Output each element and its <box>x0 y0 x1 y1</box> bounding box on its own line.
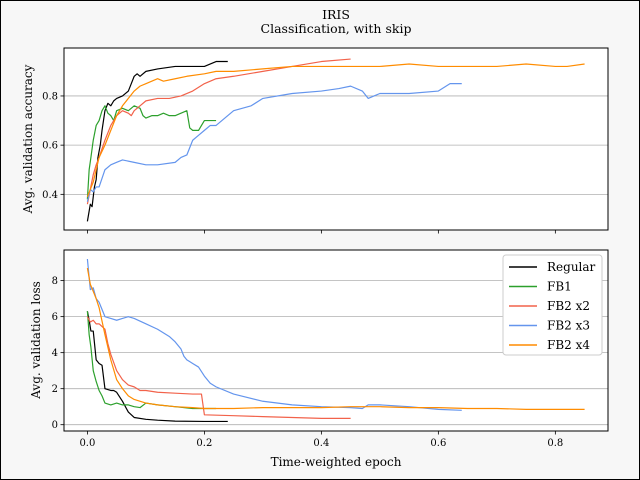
loss-y-axis-label: Avg. validation loss <box>29 281 43 400</box>
legend-label: FB2 x3 <box>547 319 590 333</box>
chart-title: IRIS <box>322 7 350 22</box>
loss-ticks: 0 2 4 6 8 0.0 0.2 0.4 0.6 0.8 <box>52 276 564 449</box>
legend-label: FB2 x2 <box>547 299 590 313</box>
accuracy-y-tick-label: 0.8 <box>42 91 58 102</box>
loss-panel: 0 2 4 6 8 0.0 0.2 0.4 0.6 0.8 Avg. validation los… <box>29 249 609 469</box>
accuracy-gridlines <box>64 95 608 195</box>
loss-y-tick-label: 0 <box>52 420 58 431</box>
legend-label: FB1 <box>547 280 572 294</box>
legend-label: FB2 x4 <box>547 338 590 352</box>
loss-x-tick-label: 0.2 <box>196 438 212 449</box>
loss-x-tick-label: 0.6 <box>430 438 446 449</box>
accuracy-plot-area <box>64 48 608 230</box>
loss-y-tick-label: 2 <box>52 384 58 395</box>
loss-lines <box>86 258 585 423</box>
accuracy-series-line-0 <box>86 60 228 222</box>
loss-plot-frame <box>63 249 609 432</box>
accuracy-y-tick-label: 0.6 <box>42 141 58 152</box>
loss-series-line-3 <box>86 258 462 411</box>
chart-subtitle: Classification, with skip <box>261 21 412 36</box>
accuracy-series-line-1 <box>86 105 217 200</box>
accuracy-series-line-3 <box>86 83 462 202</box>
loss-y-tick-label: 6 <box>52 312 58 323</box>
accuracy-panel: 0.4 0.6 0.8 Avg. validation accuracy <box>21 47 609 234</box>
legend: Regular FB1 FB2 x2 FB2 x3 FB2 x4 <box>502 254 603 356</box>
loss-x-tick-label: 0.8 <box>547 438 563 449</box>
loss-series-line-4 <box>86 267 585 410</box>
accuracy-series-line-4 <box>86 63 585 198</box>
legend-label: Regular <box>547 260 596 274</box>
accuracy-ticks: 0.4 0.6 0.8 <box>42 91 556 234</box>
loss-y-tick-label: 8 <box>52 276 58 287</box>
loss-x-tick-label: 0.0 <box>79 438 95 449</box>
accuracy-y-tick-label: 0.4 <box>42 190 58 201</box>
loss-series-line-2 <box>86 316 351 419</box>
loss-series-line-0 <box>86 311 228 423</box>
loss-y-tick-label: 4 <box>52 348 58 359</box>
legend-box <box>502 254 603 356</box>
accuracy-lines <box>86 58 585 222</box>
accuracy-plot-frame <box>63 47 609 231</box>
accuracy-y-axis-label: Avg. validation accuracy <box>21 64 35 214</box>
loss-x-tick-label: 0.4 <box>313 438 329 449</box>
x-axis-label: Time-weighted epoch <box>271 455 402 469</box>
